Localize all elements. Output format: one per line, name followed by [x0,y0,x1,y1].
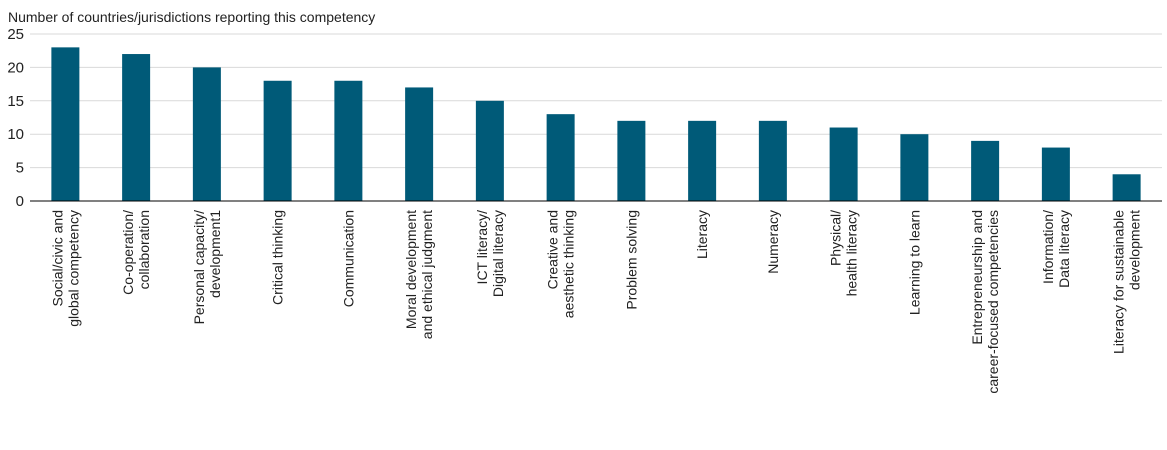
bar [617,120,646,201]
bar [1112,174,1141,201]
x-tick-label: Communication [340,210,356,307]
bar [688,120,717,201]
bar [192,67,221,202]
bar [51,47,80,201]
x-tick-label: Moral developmentand ethical judgment [403,210,435,339]
x-tick-label: Physical/health literacy [828,210,860,296]
bar [758,120,787,201]
bar [263,80,292,201]
bar [122,54,151,201]
y-tick-label: 0 [16,193,24,210]
x-tick-label: Numeracy [765,210,781,274]
x-tick-label: ICT literacy/Digital literacy [474,210,506,297]
y-tick-label: 25 [7,26,24,43]
bar [1041,147,1070,201]
bar [900,134,929,201]
x-tick-label: Literacy [694,210,710,259]
y-tick-label: 20 [7,59,24,76]
x-tick-label: Critical thinking [270,210,286,305]
x-tick-label: Problem solving [623,210,639,310]
y-tick-label: 5 [16,160,24,177]
y-tick-label: 15 [7,93,24,110]
x-tick-label: Personal capacity/development1 [191,210,223,325]
y-tick-labels: 0 5 10 15 20 25 [7,26,24,210]
bar [334,80,363,201]
bar [971,140,1000,201]
x-tick-label: Literacy for sustainabledevelopment [1111,210,1143,354]
x-tick-label: Co-operation/collaboration [120,210,152,295]
bar [829,127,858,201]
x-tick-labels: Social/civic andglobal competency Co-oper… [49,210,1142,394]
bar [405,87,434,201]
x-tick-label: Entrepreneurship andcareer-focused compe… [969,210,1001,394]
x-tick-label: Learning to learn [906,210,922,315]
x-tick-label: Information/Data literacy [1040,210,1072,288]
bar [475,100,504,201]
x-tick-label: Creative andaesthetic thinking [545,210,577,318]
y-axis-title: Number of countries/jurisdictions report… [8,9,375,25]
bars [51,47,1141,202]
y-tick-label: 10 [7,126,24,143]
bar [546,114,575,201]
x-tick-label: Social/civic andglobal competency [49,210,81,327]
